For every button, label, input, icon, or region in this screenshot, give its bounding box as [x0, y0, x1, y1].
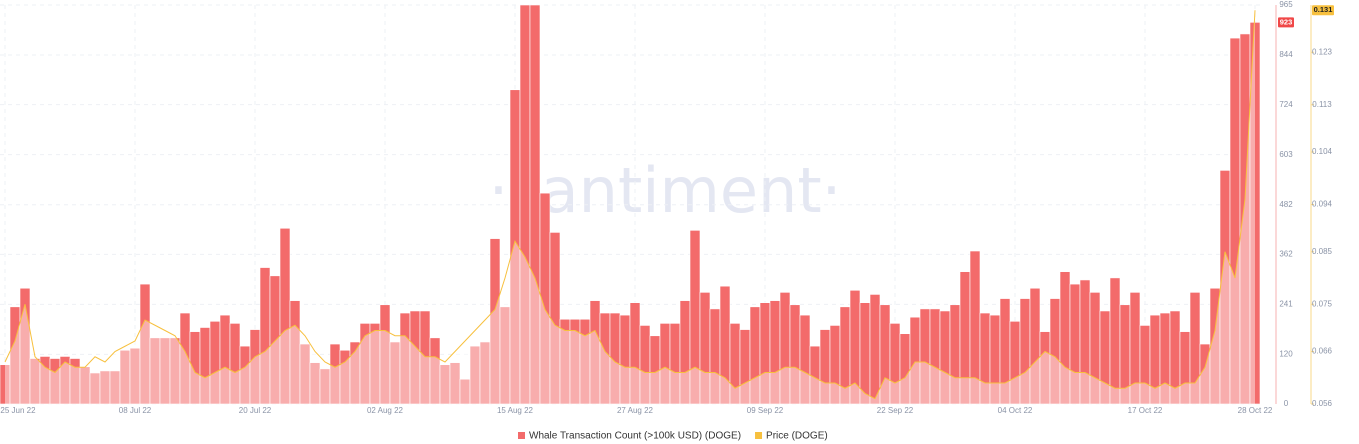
x-tick-label: 25 Jun 22	[0, 406, 36, 415]
price-area	[5, 10, 1255, 404]
last-price-badge	[1312, 5, 1334, 16]
legend-label: Whale Transaction Count (>100k USD) (DOG…	[529, 431, 741, 442]
price-line	[4, 10, 1256, 400]
y-tick-label: 482	[1279, 200, 1293, 209]
y2-tick-label: 0.056	[1312, 399, 1333, 408]
last-count-badge	[1278, 17, 1294, 28]
x-tick-label: 09 Sep 22	[747, 406, 784, 415]
y2-tick-label: 0.066	[1312, 347, 1333, 356]
x-tick-label: 28 Oct 22	[1238, 406, 1273, 415]
bar	[19, 287, 31, 405]
last-price-label: 0.131	[1314, 5, 1333, 14]
x-tick-label: 27 Aug 22	[617, 406, 654, 415]
legend-swatch	[755, 432, 763, 439]
y2-tick-label: 0.104	[1312, 147, 1333, 156]
y-tick-label: 362	[1279, 249, 1293, 258]
legend-swatch	[518, 432, 525, 439]
last-count-label: 923	[1280, 17, 1293, 26]
y-tick-label: 603	[1279, 150, 1293, 159]
y2-tick-label: 0.085	[1312, 247, 1333, 256]
y-tick-label: 965	[1279, 0, 1293, 9]
bar	[1249, 22, 1261, 405]
x-tick-label: 02 Aug 22	[367, 406, 404, 415]
y-tick-label: 724	[1279, 100, 1293, 109]
x-tick-label: 04 Oct 22	[998, 406, 1033, 415]
x-tick-label: 08 Jul 22	[119, 406, 152, 415]
y2-tick-label: 0.123	[1312, 47, 1333, 56]
legend-label: Price (DOGE)	[766, 431, 828, 442]
x-tick-label: 15 Aug 22	[497, 406, 534, 415]
x-tick-label: 22 Sep 22	[877, 406, 914, 415]
y-tick-label: 0	[1284, 399, 1289, 408]
y2-tick-label: 0.113	[1312, 100, 1332, 109]
bar	[869, 294, 881, 405]
x-tick-label: 20 Jul 22	[239, 406, 272, 415]
y2-tick-label: 0.075	[1312, 299, 1333, 308]
bar	[859, 302, 871, 405]
bar	[1109, 277, 1121, 405]
y-tick-label: 241	[1279, 299, 1293, 308]
x-tick-label: 17 Oct 22	[1128, 406, 1163, 415]
y-tick-label: 844	[1279, 50, 1293, 59]
y2-tick-label: 0.094	[1312, 200, 1333, 209]
y-tick-label: 120	[1279, 349, 1293, 358]
